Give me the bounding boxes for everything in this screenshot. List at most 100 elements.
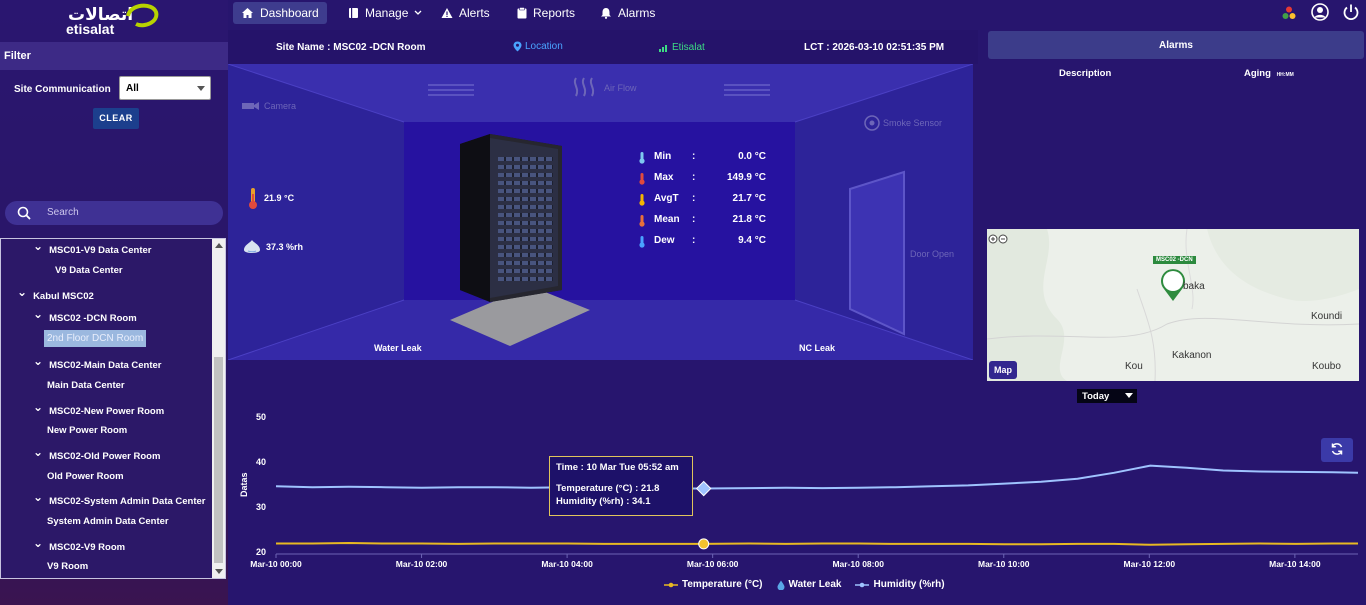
tree-node-label: Kabul MSC02 bbox=[33, 291, 94, 302]
sidebar: اتصالات etisalat Filter Site Communicati… bbox=[0, 0, 228, 605]
user-account-icon[interactable] bbox=[1311, 3, 1329, 21]
room-humidity-value: 37.3 %rh bbox=[266, 242, 304, 252]
alarms-title: Alarms bbox=[1159, 40, 1193, 51]
nav-dashboard[interactable]: Dashboard bbox=[233, 2, 327, 24]
rack-slot bbox=[498, 277, 553, 281]
site-communication-select[interactable]: All bbox=[119, 76, 211, 100]
chart-svg[interactable]: 20 30 40 50 Mar-10 00:00 Mar-10 02:00 Mar-10 … bbox=[228, 385, 1366, 577]
search-input[interactable]: Search bbox=[5, 201, 223, 225]
tree-node-label: MSC02 -DCN Room bbox=[49, 313, 137, 324]
nav-alarms[interactable]: Alarms bbox=[592, 2, 663, 24]
site-info-bar: Site Name : MSC02 -DCN Room Location Eti… bbox=[228, 30, 978, 64]
humidity-series-line bbox=[275, 464, 1359, 490]
nav-alerts[interactable]: Alerts bbox=[433, 2, 498, 24]
rack-slot bbox=[498, 245, 553, 249]
power-icon[interactable] bbox=[1342, 3, 1360, 21]
camera-label: Camera bbox=[264, 101, 297, 111]
rack-slot bbox=[498, 181, 553, 185]
tree-leaf[interactable]: Old Power Room bbox=[47, 471, 124, 482]
scroll-thumb[interactable] bbox=[214, 357, 223, 563]
chevron-down-icon[interactable]: ⌄ bbox=[33, 307, 44, 321]
room-stat-name: Min bbox=[654, 151, 672, 162]
tree-group[interactable]: ⌄ MSC01-V9 Data Center bbox=[33, 239, 151, 256]
chevron-down-icon[interactable]: ⌄ bbox=[33, 490, 44, 504]
range-select[interactable]: Today bbox=[1077, 389, 1137, 403]
tree-group[interactable]: ⌄ MSC02-System Admin Data Center bbox=[33, 490, 206, 507]
status-dots-icon[interactable] bbox=[1281, 5, 1297, 21]
tooltip-temperature: Temperature (°C) : 21.8 bbox=[556, 483, 660, 494]
dew-drop-icon bbox=[636, 235, 654, 251]
tooltip-time: Time : 10 Mar Tue 05:52 am bbox=[556, 462, 679, 473]
air-flow-label: Air Flow bbox=[604, 83, 637, 93]
room-stat-name: AvgT bbox=[654, 193, 679, 204]
thermometer-high-icon bbox=[636, 172, 654, 188]
tree-group[interactable]: ⌄ MSC02-V9 Room bbox=[33, 536, 126, 553]
tree-leaf[interactable]: V9 Room bbox=[47, 561, 88, 572]
refresh-button[interactable] bbox=[1321, 438, 1353, 462]
nav-reports[interactable]: Reports bbox=[509, 2, 583, 24]
tree-leaf[interactable]: Main Data Center bbox=[47, 380, 125, 391]
room-stat-value: 21.8 °C bbox=[732, 214, 766, 225]
tree-node-label: V9 Data Center bbox=[55, 265, 123, 276]
site-communication-label: Site Communication bbox=[14, 84, 111, 95]
tree-leaf[interactable]: New Power Room bbox=[47, 425, 127, 436]
site-name: Site Name : MSC02 -DCN Room bbox=[276, 42, 426, 53]
nav-manage[interactable]: Manage bbox=[340, 2, 430, 24]
room-walls bbox=[228, 64, 973, 360]
rack-slot bbox=[498, 189, 553, 193]
tree-group[interactable]: ⌄ MSC02-New Power Room bbox=[33, 400, 164, 417]
avg-temp-icon bbox=[636, 193, 654, 209]
nav-reports-label: Reports bbox=[533, 6, 576, 20]
room-stat-avgt: AvgT:21.7 °C bbox=[636, 193, 766, 209]
tree-leaf[interactable]: 2nd Floor DCN Room bbox=[44, 330, 147, 347]
scroll-down-icon[interactable] bbox=[215, 569, 223, 574]
chevron-down-icon[interactable]: ⌄ bbox=[33, 536, 44, 550]
tree-leaf[interactable]: V9 Data Center bbox=[55, 265, 123, 276]
signal-bars-icon bbox=[659, 44, 667, 52]
alarms-col-description[interactable]: Description bbox=[1059, 68, 1112, 79]
map-zoom-icon[interactable] bbox=[988, 234, 1010, 244]
tree-node-label: MSC02-Main Data Center bbox=[49, 360, 162, 371]
y-tick-label: 30 bbox=[256, 502, 266, 512]
chevron-down-icon[interactable]: ⌄ bbox=[33, 354, 44, 368]
etisalat-logo[interactable]: اتصالات etisalat bbox=[64, 2, 164, 38]
map-label-koubo: Koubo bbox=[1312, 361, 1341, 372]
x-tick-label: Mar-10 00:00 bbox=[250, 559, 302, 569]
logo-arabic: اتصالات bbox=[68, 5, 134, 25]
air-vent-icon bbox=[428, 84, 770, 96]
nav-manage-label: Manage bbox=[365, 6, 409, 20]
rack-slot bbox=[498, 157, 553, 161]
chevron-down-icon[interactable]: ⌄ bbox=[33, 445, 44, 459]
chevron-down-icon[interactable]: ⌄ bbox=[17, 285, 28, 299]
scroll-up-icon[interactable] bbox=[215, 243, 223, 248]
map-button[interactable]: Map bbox=[989, 361, 1017, 379]
room-stat-value: 9.4 °C bbox=[738, 235, 766, 246]
tree-group[interactable]: ⌄ Kabul MSC02 bbox=[17, 285, 94, 302]
floor-tile bbox=[450, 286, 590, 346]
site-tree[interactable]: ⌄ MSC01-V9 Data Center V9 Data Center ⌄ Kabu… bbox=[0, 238, 226, 579]
map-marker-icon[interactable] bbox=[1158, 267, 1188, 303]
clear-button[interactable]: Clear bbox=[93, 108, 139, 129]
nav-alarms-label: Alarms bbox=[618, 6, 656, 20]
nav-alerts-label: Alerts bbox=[459, 6, 490, 20]
tree-group[interactable]: ⌄ MSC02 -DCN Room bbox=[33, 307, 137, 324]
smoke-sensor: Smoke Sensor bbox=[864, 115, 942, 131]
chevron-down-icon[interactable]: ⌄ bbox=[33, 239, 44, 253]
tree-group[interactable]: ⌄ MSC02-Main Data Center bbox=[33, 354, 162, 371]
alarms-col-aging[interactable]: Aging HH:MM bbox=[1244, 68, 1294, 79]
tree-group[interactable]: ⌄ MSC02-Old Power Room bbox=[33, 445, 160, 462]
rack-slot bbox=[498, 205, 553, 209]
site-communication-value: All bbox=[126, 83, 139, 94]
legend-item[interactable]: Water Leak bbox=[777, 579, 841, 590]
rack-slot bbox=[498, 261, 553, 265]
tree-scrollbar[interactable] bbox=[212, 239, 225, 578]
site-map[interactable]: MSC02 -DCN baka Koundi Kakanon Kou Koubo… bbox=[987, 229, 1359, 381]
legend-item[interactable]: Humidity (%rh) bbox=[855, 579, 945, 590]
chevron-down-icon[interactable]: ⌄ bbox=[33, 400, 44, 414]
tree-node-label: MSC02-V9 Room bbox=[49, 542, 126, 553]
legend-item[interactable]: Temperature (°C) bbox=[664, 579, 763, 590]
tree-leaf[interactable]: System Admin Data Center bbox=[47, 516, 169, 527]
alarms-header: Alarms bbox=[988, 31, 1364, 59]
location-link[interactable]: Location bbox=[513, 41, 563, 52]
last-communication-time: LCT : 2026-03-10 02:51:35 PM bbox=[804, 42, 945, 53]
